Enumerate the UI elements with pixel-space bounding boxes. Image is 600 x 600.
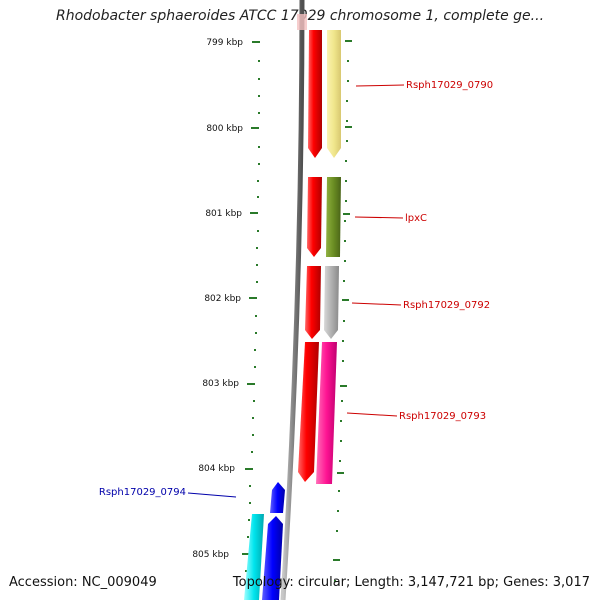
cds-feature-cyan	[244, 514, 264, 600]
scale-tick	[242, 553, 250, 555]
accession-text: Accession: NC_009049	[9, 575, 157, 590]
scale-label: 803 kbp	[202, 379, 239, 389]
gene-label-lpxc[interactable]: lpxC	[405, 213, 427, 224]
cds-feature	[298, 342, 319, 482]
cds-feature	[305, 266, 321, 339]
cds-track	[298, 30, 322, 482]
cds-feature	[307, 177, 322, 257]
scale-tick	[252, 41, 260, 43]
label-leaders	[187, 84, 405, 498]
scale-label: 801 kbp	[205, 209, 242, 219]
scale-tick	[251, 127, 259, 129]
scale-tick	[245, 468, 253, 470]
gene-track	[316, 30, 341, 484]
backbone-highlight	[297, 14, 307, 30]
gene-label-rsph17029-0792[interactable]: Rsph17029_0792	[403, 300, 490, 311]
scale-label: 804 kbp	[198, 464, 235, 474]
minus-strand-track	[244, 482, 285, 600]
scale-tick	[249, 297, 257, 299]
cds-feature-blue	[262, 516, 283, 600]
gene-label-rsph17029-0793[interactable]: Rsph17029_0793	[399, 411, 486, 422]
outer-dotted-track	[334, 40, 349, 582]
scale-label: 805 kbp	[192, 550, 229, 560]
genome-summary-text: Topology: circular; Length: 3,147,721 bp…	[232, 575, 590, 590]
gene-feature-rsph17029-0793[interactable]	[316, 342, 337, 484]
scale-label: 799 kbp	[206, 38, 243, 48]
outer-track-ticks	[333, 40, 352, 561]
scale-tick	[250, 212, 258, 214]
gene-label-rsph17029-0790[interactable]: Rsph17029_0790	[406, 80, 493, 91]
scale-label: 800 kbp	[206, 124, 243, 134]
scale-label: 802 kbp	[204, 294, 241, 304]
scale-ticks	[242, 41, 260, 555]
scale-tick	[247, 383, 255, 385]
scale-dotted-track	[245, 60, 260, 572]
chromosome-backbone	[280, 0, 305, 600]
gene-feature-rsph17029-0794[interactable]	[270, 482, 285, 513]
gene-feature-rsph17029-0792[interactable]	[324, 266, 339, 339]
gene-feature-rsph17029-0790[interactable]	[327, 30, 341, 158]
cds-feature	[308, 30, 322, 158]
gene-label-rsph17029-0794[interactable]: Rsph17029_0794	[99, 487, 186, 498]
gene-feature-lpxc[interactable]	[326, 177, 341, 257]
